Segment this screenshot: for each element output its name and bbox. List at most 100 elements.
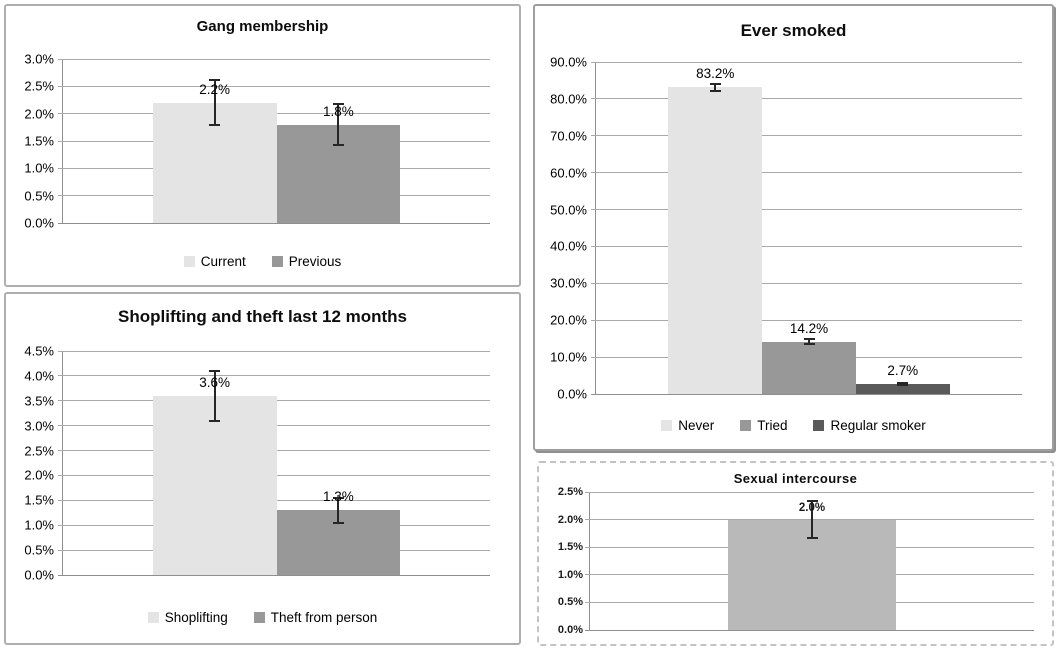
bar-slot: 3.6%: [152, 351, 277, 575]
chart-title: Sexual intercourse: [733, 471, 858, 486]
legend-label: Tried: [757, 418, 788, 433]
error-bar: [803, 337, 815, 346]
gridline: [585, 491, 1034, 493]
y-axis-tick-label: 0.0%: [24, 215, 54, 231]
error-bar: [897, 382, 909, 386]
legend-swatch: [147, 612, 159, 623]
y-axis-tick-label: 60.0%: [550, 165, 587, 181]
y-axis-tick-label: 4.0%: [24, 368, 54, 384]
y-axis-tick-label: 0.5%: [557, 596, 583, 609]
gridline: [585, 519, 1034, 521]
chart-sexual-intercourse: Sexual intercourse 2.5% 2.0% 1.5% 1.0% 0.5% 0…: [537, 461, 1054, 646]
chart-shoplifting-theft: Shoplifting and theft last 12 months 4.5…: [4, 292, 521, 645]
gridline: [58, 350, 490, 352]
bar-slot: 1.8%: [276, 59, 401, 223]
gridline: [58, 222, 490, 224]
y-axis-tick-label: 30.0%: [550, 275, 587, 291]
legend-label: Previous: [288, 254, 342, 269]
legend-swatch: [740, 420, 752, 431]
value-label: 2.2%: [199, 81, 230, 97]
y-axis-tick-label: 4.5%: [24, 343, 54, 359]
bar-slot: 2.0%: [727, 492, 897, 630]
legend: Never Tried Regular smoker: [535, 418, 1052, 433]
y-axis-tick-label: 0.5%: [24, 188, 54, 204]
bars-group: 2.2% 1.8%: [63, 59, 490, 223]
y-axis-tick-label: 1.5%: [24, 492, 54, 508]
y-axis-tick-label: 2.5%: [24, 78, 54, 94]
legend-label: Regular smoker: [830, 418, 926, 433]
plot-area: 90.0% 80.0% 70.0% 60.0% 50.0% 40.0% 30.0% 20.0%…: [550, 55, 1022, 402]
plot-area: 3.0% 2.5% 2.0% 1.5% 1.0% 0.5% 0.0% 2.2% 1.8%: [24, 52, 490, 231]
value-label: 14.2%: [789, 320, 829, 336]
legend-swatch: [813, 420, 825, 431]
legend-item: Theft from person: [253, 610, 378, 625]
value-label: 3.6%: [199, 374, 230, 390]
chart-gang-membership: Gang membership 3.0% 2.5% 2.0% 1.5% 1.0% 0.5%…: [4, 4, 521, 287]
y-axis-tick-label: 0.0%: [24, 567, 54, 583]
legend-item: Previous: [271, 254, 342, 269]
y-axis-tick-label: 1.0%: [24, 517, 54, 533]
y-axis-tick-label: 90.0%: [550, 54, 587, 70]
gridline: [591, 172, 1022, 174]
gridline: [591, 393, 1022, 395]
bar: [152, 395, 277, 575]
y-axis-tick-label: 2.0%: [24, 106, 54, 122]
y-axis-tick-label: 1.5%: [557, 541, 583, 554]
error-bar: [332, 496, 344, 524]
y-axis-tick-label: 80.0%: [550, 91, 587, 107]
bar: [668, 87, 763, 394]
bars-group: 83.2% 14.2% 2.7%: [596, 62, 1022, 394]
legend: Shoplifting Theft from person: [6, 610, 519, 625]
y-axis-tick-label: 40.0%: [550, 238, 587, 254]
error-bar: [209, 79, 221, 127]
gridline: [591, 209, 1022, 211]
y-axis-tick-label: 1.5%: [24, 133, 54, 149]
value-label: 1.8%: [323, 103, 354, 119]
bar: [855, 384, 950, 394]
y-axis-tick-label: 2.0%: [24, 467, 54, 483]
legend-item: Regular smoker: [813, 418, 926, 433]
error-bar: [209, 369, 221, 422]
y-axis-tick-label: 1.0%: [557, 568, 583, 581]
error-bar: [332, 102, 344, 147]
bar-slot: 83.2%: [668, 62, 763, 394]
gridline: [58, 574, 490, 576]
legend-label: Theft from person: [270, 610, 378, 625]
gridline: [58, 85, 490, 87]
error-bar: [709, 82, 721, 92]
gridline: [591, 319, 1022, 321]
bars-group: 3.6% 1.3%: [63, 351, 490, 575]
value-label: 83.2%: [696, 66, 735, 82]
bar-slot: 14.2%: [762, 62, 856, 394]
legend-swatch: [661, 420, 673, 431]
bar-slot: 1.3%: [276, 351, 401, 575]
chart-title: Gang membership: [196, 18, 329, 35]
gridline: [58, 58, 490, 60]
legend: Current Previous: [6, 254, 519, 269]
y-axis-tick-label: 3.0%: [24, 418, 54, 434]
y-axis-tick-label: 0.0%: [557, 386, 587, 402]
legend-item: Never: [661, 418, 714, 433]
bar-slot: 2.7%: [855, 62, 950, 394]
error-bar: [806, 500, 818, 539]
value-label: 2.0%: [798, 501, 826, 514]
gridline: [585, 629, 1034, 631]
plot-area: 2.5% 2.0% 1.5% 1.0% 0.5% 0.0% 2.0%: [558, 486, 1034, 636]
value-label: 2.7%: [887, 363, 919, 379]
y-axis-tick-label: 70.0%: [550, 128, 587, 144]
y-axis-tick-label: 10.0%: [550, 349, 587, 365]
y-axis-tick-label: 50.0%: [550, 202, 587, 218]
legend-item: Tried: [740, 418, 787, 433]
y-axis-tick-label: 2.5%: [24, 443, 54, 459]
y-axis-tick-label: 0.5%: [24, 542, 54, 558]
chart-title: Shoplifting and theft last 12 months: [118, 307, 407, 326]
chart-ever-smoked: Ever smoked 90.0% 80.0% 70.0% 60.0% 50.0% 40.…: [533, 4, 1054, 451]
bars-group: 2.0%: [590, 492, 1034, 630]
legend-swatch: [271, 256, 283, 267]
gridline: [58, 375, 490, 377]
gridline: [591, 282, 1022, 284]
plot-area: 4.5% 4.0% 3.5% 3.0% 2.5% 2.0% 1.5% 1.0% 0.5% 0.0%…: [24, 344, 490, 583]
y-axis-tick-label: 3.5%: [24, 393, 54, 409]
legend-label: Current: [200, 254, 246, 269]
